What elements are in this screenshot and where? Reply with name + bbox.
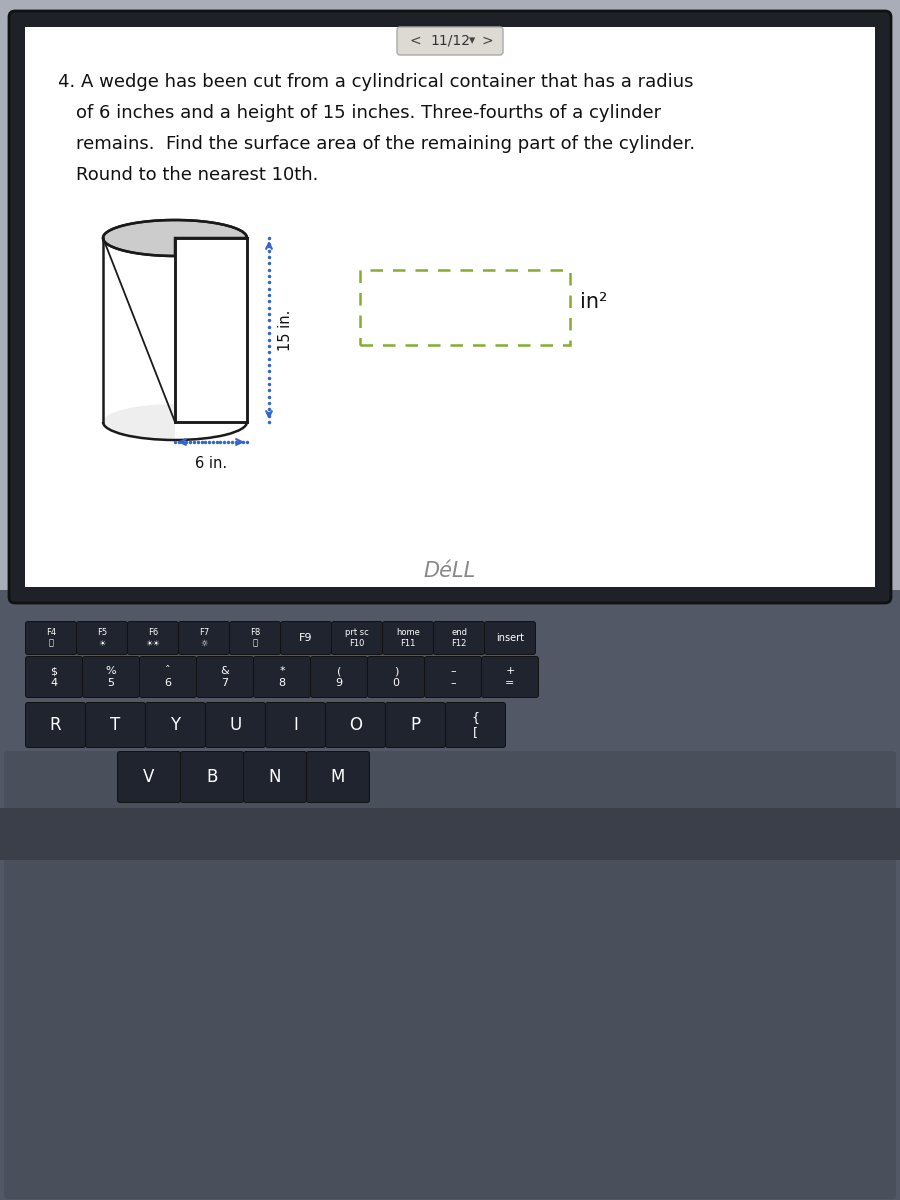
Text: 6 in.: 6 in. [195,456,227,470]
FancyBboxPatch shape [146,702,205,748]
Text: *
8: * 8 [278,666,285,688]
Text: >: > [482,34,493,48]
Text: O: O [349,716,362,734]
FancyBboxPatch shape [244,751,307,803]
FancyBboxPatch shape [4,751,896,1199]
FancyBboxPatch shape [25,702,86,748]
Text: F5
☀: F5 ☀ [97,629,107,648]
FancyBboxPatch shape [205,702,266,748]
Text: F9: F9 [299,634,313,643]
Polygon shape [175,238,247,422]
Polygon shape [103,220,247,256]
FancyBboxPatch shape [128,622,178,654]
Text: ˆ
6: ˆ 6 [165,666,172,688]
Polygon shape [103,220,247,440]
FancyBboxPatch shape [254,656,310,697]
FancyBboxPatch shape [76,622,128,654]
Text: in²: in² [580,292,608,312]
Bar [0,590,900,1200]
Text: F6
☀☀: F6 ☀☀ [146,629,160,648]
Text: M: M [331,768,346,786]
FancyBboxPatch shape [307,751,370,803]
Text: prt sc
F10: prt sc F10 [345,629,369,648]
Text: I: I [293,716,298,734]
FancyBboxPatch shape [25,622,77,654]
Text: F7
☼: F7 ☼ [199,629,209,648]
Text: P: P [410,716,420,734]
Text: {
[: { [ [472,710,480,739]
Text: V: V [143,768,155,786]
FancyBboxPatch shape [382,622,434,654]
Bar [0,808,900,860]
FancyBboxPatch shape [385,702,446,748]
FancyBboxPatch shape [178,622,230,654]
Text: N: N [269,768,281,786]
Text: of 6 inches and a height of 15 inches. Three-fourths of a cylinder: of 6 inches and a height of 15 inches. T… [76,104,662,122]
Text: <: < [410,34,421,48]
Text: )
0: ) 0 [392,666,400,688]
FancyBboxPatch shape [86,702,146,748]
Text: insert: insert [496,634,524,643]
FancyBboxPatch shape [281,622,331,654]
FancyBboxPatch shape [140,656,196,697]
Text: 11/12: 11/12 [430,34,470,48]
FancyBboxPatch shape [482,656,538,697]
FancyBboxPatch shape [9,11,891,602]
FancyBboxPatch shape [25,656,83,697]
Text: &
7: & 7 [220,666,230,688]
FancyBboxPatch shape [326,702,385,748]
Bar [22,550,878,592]
FancyBboxPatch shape [196,656,254,697]
FancyBboxPatch shape [434,622,484,654]
FancyBboxPatch shape [230,622,281,654]
Text: (
9: ( 9 [336,666,343,688]
Text: F4
⏯: F4 ⏯ [46,629,56,648]
Bar [25,26,875,587]
Text: remains.  Find the surface area of the remaining part of the cylinder.: remains. Find the surface area of the re… [76,134,695,152]
Text: F8
⎙: F8 ⎙ [250,629,260,648]
Text: 15 in.: 15 in. [277,310,292,350]
FancyBboxPatch shape [367,656,425,697]
FancyBboxPatch shape [397,26,503,55]
Text: R: R [50,716,61,734]
Text: DéLL: DéLL [424,560,476,581]
FancyBboxPatch shape [310,656,367,697]
FancyBboxPatch shape [83,656,140,697]
Text: T: T [111,716,121,734]
FancyBboxPatch shape [118,751,181,803]
Text: U: U [230,716,241,734]
FancyBboxPatch shape [425,656,482,697]
Text: ▾: ▾ [469,35,475,48]
Text: Y: Y [170,716,181,734]
Text: B: B [206,768,218,786]
FancyBboxPatch shape [484,622,536,654]
Text: $
4: $ 4 [50,666,58,688]
Bar [360,270,570,346]
Text: Round to the nearest 10th.: Round to the nearest 10th. [76,166,319,184]
FancyBboxPatch shape [181,751,244,803]
FancyBboxPatch shape [266,702,326,748]
Text: %
5: % 5 [105,666,116,688]
Text: end
F12: end F12 [451,629,467,648]
Text: –
–: – – [450,666,455,688]
FancyBboxPatch shape [446,702,506,748]
Text: 4. A wedge has been cut from a cylindrical container that has a radius: 4. A wedge has been cut from a cylindric… [58,73,694,91]
Text: home
F11: home F11 [396,629,420,648]
Text: +
=: + = [505,666,515,688]
FancyBboxPatch shape [331,622,382,654]
